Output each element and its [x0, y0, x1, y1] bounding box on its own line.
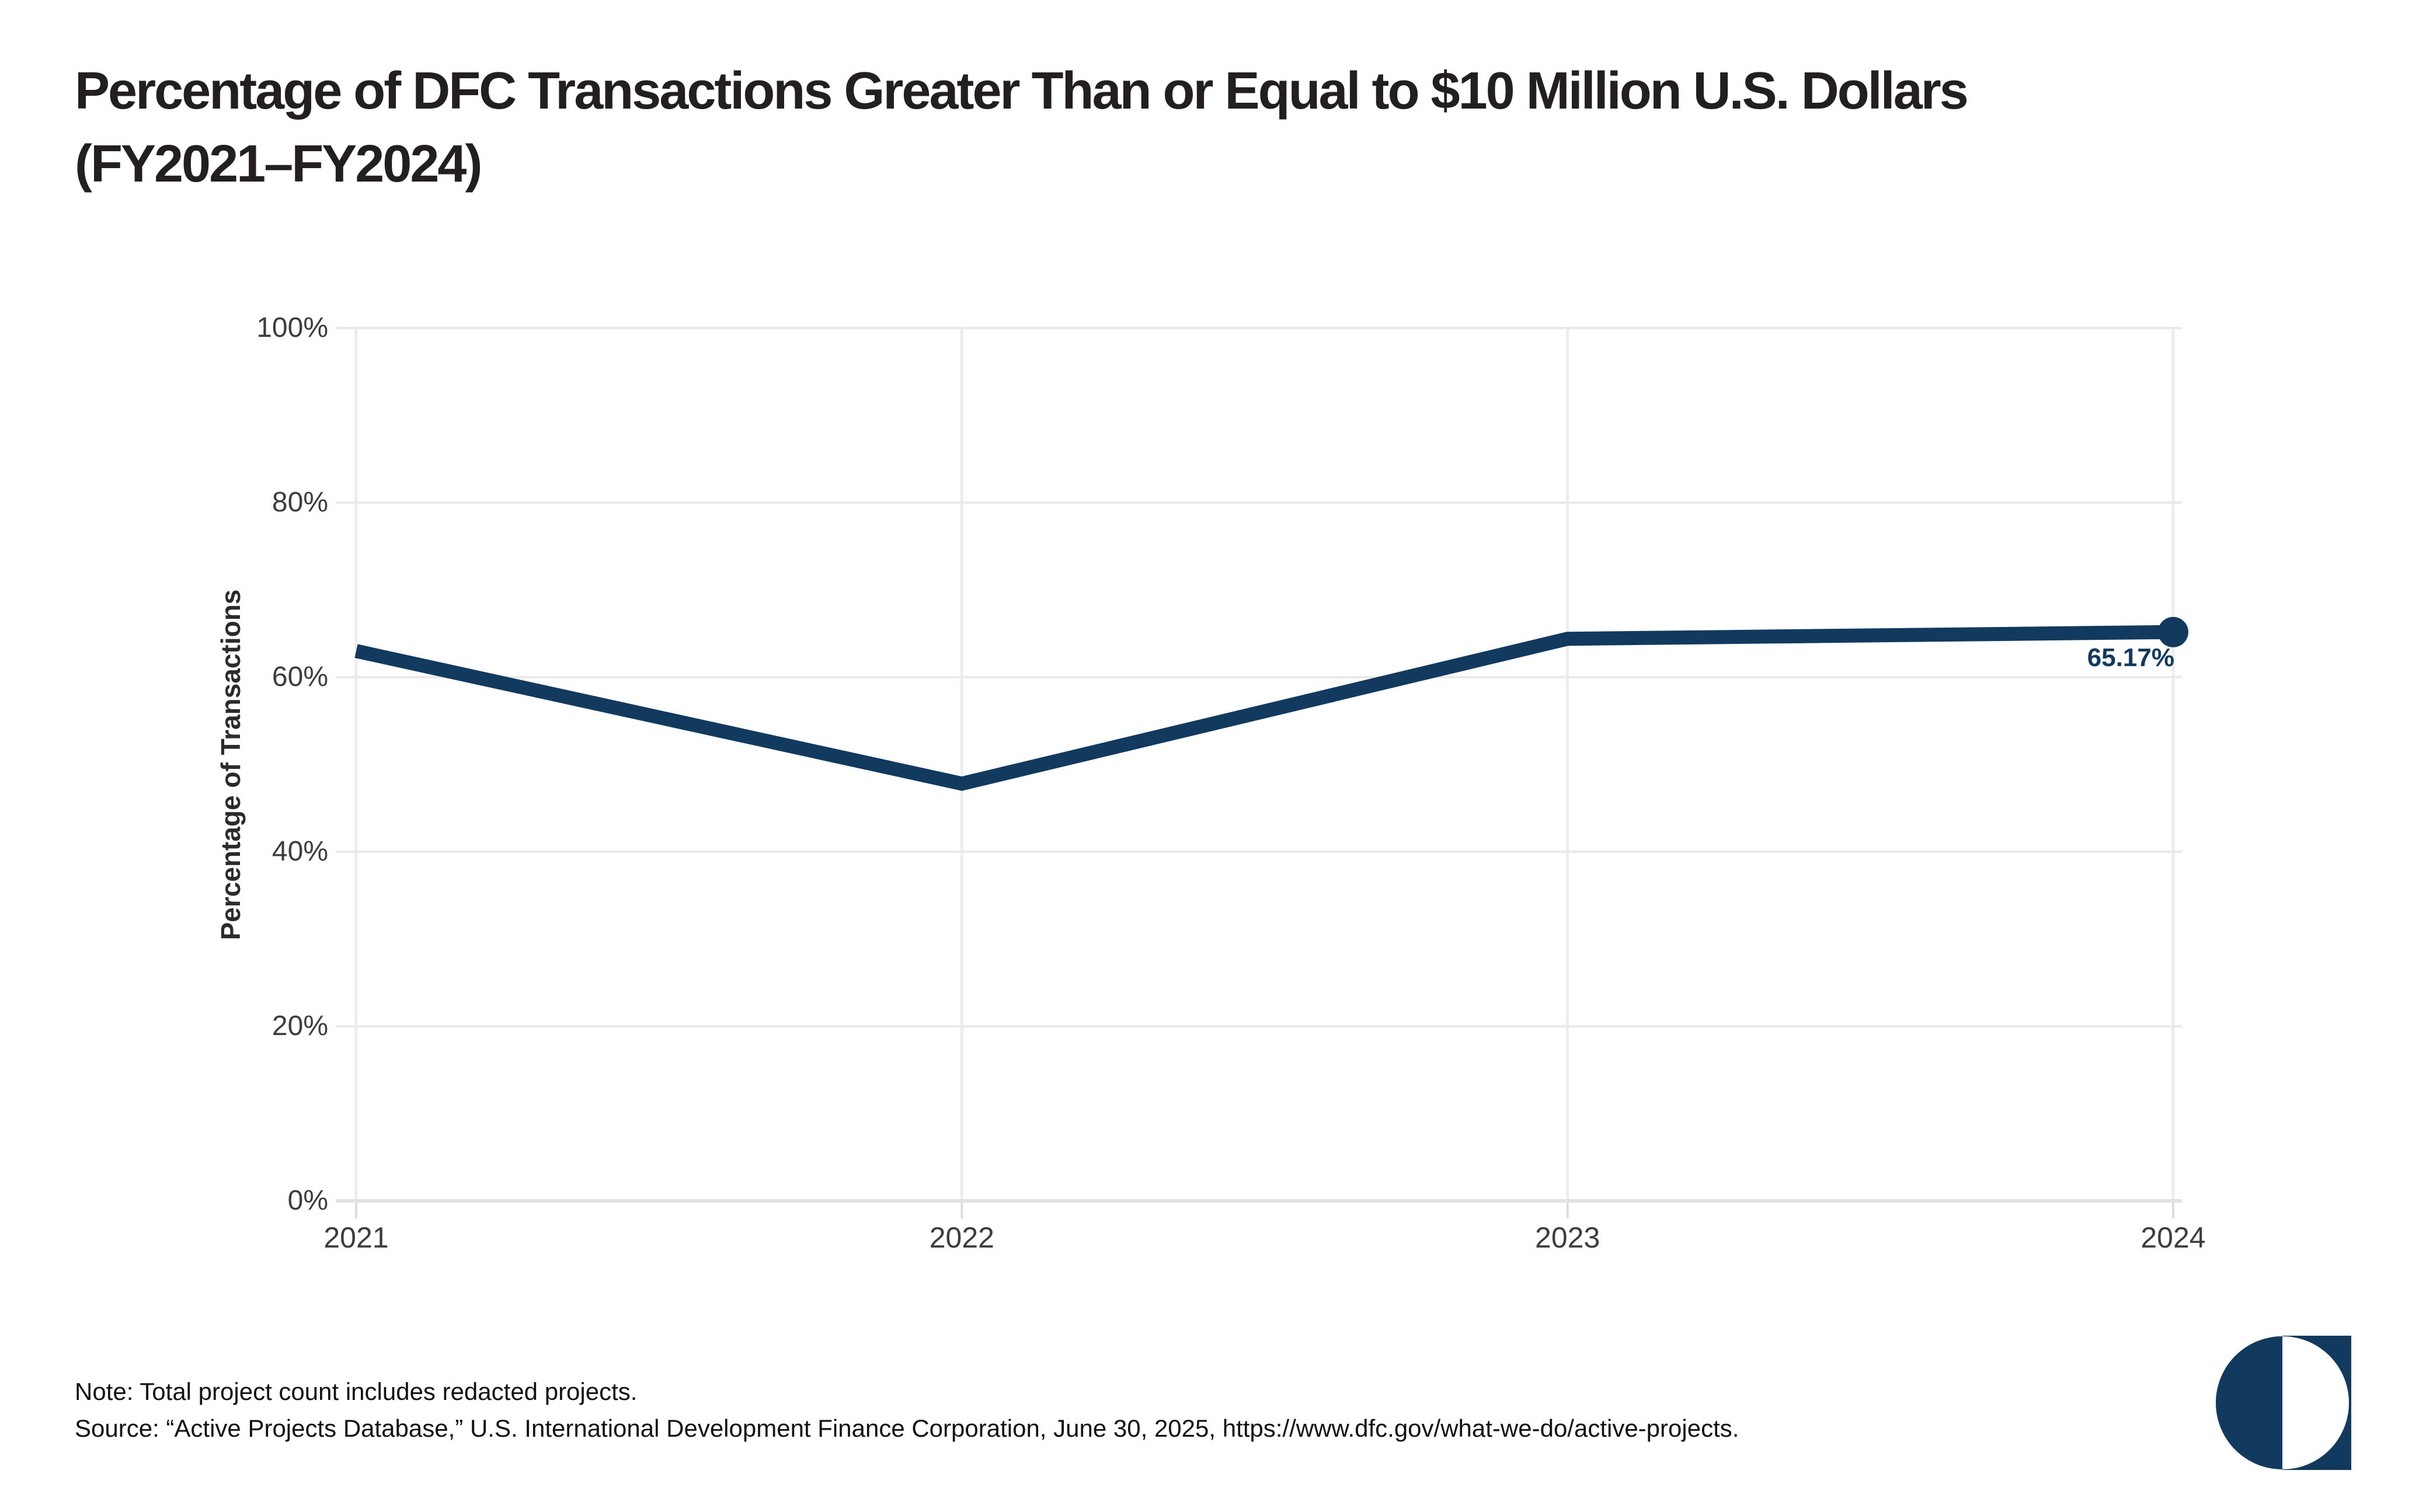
logo-navy-semicircle	[2216, 1336, 2282, 1469]
y-tick-label: 40%	[272, 836, 328, 867]
half-circle-logo	[2216, 1336, 2351, 1470]
y-tick-label: 80%	[272, 487, 328, 518]
y-tick-label: 60%	[272, 661, 328, 692]
x-tick-label: 2023	[1535, 1221, 1600, 1254]
note-text: Note: Total project count includes redac…	[75, 1378, 638, 1405]
data-point-dot	[2157, 616, 2188, 647]
data-line	[354, 625, 2174, 791]
chart-title: Percentage of DFC Transactions Greater T…	[75, 55, 1969, 201]
chart-title-line2: (FY2021–FY2024)	[75, 135, 482, 193]
source-text: Source: “Active Projects Database,” U.S.…	[75, 1415, 1739, 1442]
data-point-value-label: 65.17%	[2087, 643, 2174, 672]
y-tick-label: 100%	[256, 312, 328, 343]
footnote: Note: Total project count includes redac…	[75, 1373, 1739, 1447]
chart-title-line1: Percentage of DFC Transactions Greater T…	[75, 62, 1969, 120]
y-tick-label: 20%	[272, 1011, 328, 1041]
y-tick-label: 0%	[287, 1185, 328, 1216]
x-tick-label: 2022	[929, 1221, 994, 1254]
x-tick-label: 2021	[323, 1221, 389, 1254]
y-axis-title: Percentage of Transactions	[215, 589, 246, 940]
x-tick-label: 2024	[2140, 1221, 2206, 1254]
